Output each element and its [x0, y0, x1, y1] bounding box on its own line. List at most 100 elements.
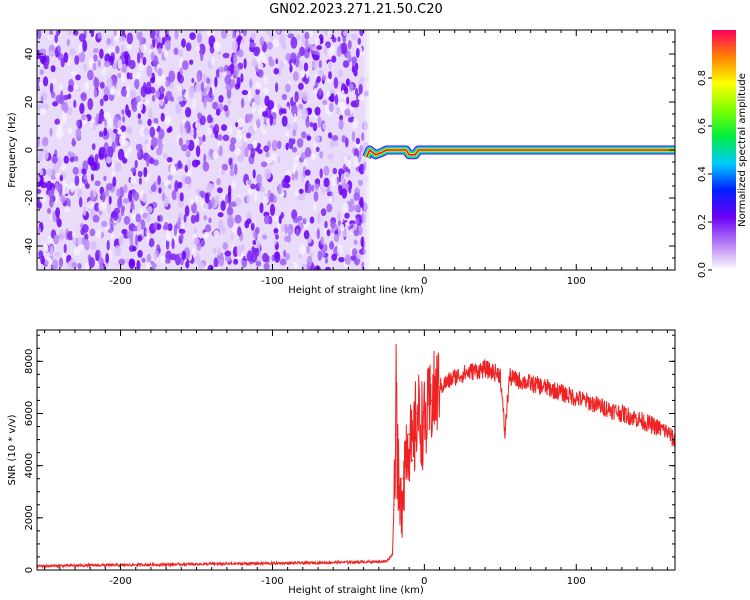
heatmap-cell [233, 258, 239, 265]
heatmap-cell [290, 36, 298, 49]
heatmap-cell [106, 37, 111, 46]
heatmap-cell [106, 183, 113, 191]
snr-y-tick-label: 0 [24, 567, 35, 573]
heatmap-cell [78, 50, 86, 63]
heatmap-cell [82, 205, 87, 216]
heatmap-cell [253, 93, 258, 100]
spectrogram-x-axis-title: Height of straight line (km) [288, 285, 424, 296]
heatmap-cell [169, 165, 177, 174]
heatmap-cell [189, 59, 194, 65]
heatmap-cell [273, 239, 277, 245]
heatmap-cell [156, 223, 162, 231]
heatmap-cell [343, 154, 348, 164]
heatmap-cell [145, 261, 152, 270]
heatmap-cell [58, 257, 64, 268]
heatmap-cell [83, 239, 90, 251]
heatmap-cell [165, 239, 170, 250]
snr-point [302, 562, 304, 564]
heatmap-cell [328, 44, 336, 57]
heatmap-cell [259, 186, 265, 193]
heatmap-cell [94, 153, 99, 163]
heatmap-cell [336, 244, 344, 256]
heatmap-cell [240, 98, 245, 109]
heatmap-cell [349, 83, 354, 92]
heatmap-cell [90, 240, 97, 251]
heatmap-cell [311, 45, 316, 52]
heatmap-cell [144, 139, 149, 145]
heatmap-cell [342, 35, 347, 43]
heatmap-cell [212, 101, 218, 110]
heatmap-cell [142, 56, 147, 66]
heatmap-cell [176, 96, 184, 102]
heatmap-cell [41, 53, 47, 66]
heatmap-cell [176, 190, 180, 202]
heatmap-cell [349, 198, 355, 205]
heatmap-cell [62, 252, 66, 262]
heatmap-cell [105, 252, 110, 264]
heatmap-cell [207, 30, 212, 37]
heatmap-cell [121, 30, 125, 35]
heatmap-cell [251, 58, 258, 67]
snr-point [396, 451, 398, 454]
heatmap-cell [306, 255, 313, 267]
heatmap-cell [224, 254, 232, 262]
heatmap-cell [196, 242, 202, 251]
heatmap-cell [113, 128, 118, 134]
heatmap-cell [237, 117, 244, 128]
heatmap-cell [266, 30, 271, 36]
spectrogram-y-tick-label: 0 [24, 147, 35, 153]
heatmap-cell [147, 205, 153, 214]
heatmap-cell [106, 77, 113, 90]
heatmap-cell [151, 94, 156, 102]
heatmap-cell [303, 62, 309, 72]
heatmap-cell [100, 147, 106, 155]
heatmap-cell [255, 226, 260, 235]
heatmap-cell [353, 192, 361, 201]
heatmap-cell [132, 73, 136, 79]
heatmap-cell [276, 30, 281, 34]
heatmap-cell [298, 188, 304, 194]
snr-point [636, 417, 638, 420]
heatmap-cell [150, 262, 157, 269]
heatmap-cell [42, 243, 49, 254]
heatmap-cell [192, 247, 196, 254]
heatmap-cell [189, 32, 196, 40]
heatmap-cell [216, 68, 220, 78]
heatmap-cell [234, 214, 242, 224]
heatmap-cell [127, 109, 131, 118]
heatmap-cell [37, 176, 41, 182]
heatmap-cell [77, 188, 83, 200]
heatmap-cell [353, 229, 360, 237]
heatmap-cell [55, 182, 59, 191]
heatmap-cell [46, 55, 50, 66]
heatmap-cell [255, 247, 260, 257]
heatmap-cell [177, 217, 182, 228]
heatmap-cell [342, 202, 349, 214]
heatmap-cell [217, 212, 224, 218]
colorbar-label: Normalized spectral amplitude [737, 73, 748, 227]
heatmap-cell [146, 65, 153, 77]
heatmap-cell [112, 212, 119, 221]
heatmap-cell [61, 163, 67, 171]
heatmap-cell [221, 124, 227, 131]
heatmap-cell [94, 180, 101, 187]
heatmap-cell [257, 62, 264, 70]
heatmap-cell [263, 145, 270, 152]
heatmap-cell [269, 192, 275, 203]
heatmap-cell [131, 100, 138, 113]
heatmap-cell [281, 93, 288, 101]
heatmap-cell [120, 207, 125, 217]
heatmap-cell [70, 71, 77, 77]
heatmap-cell [119, 134, 126, 146]
spectrogram-x-tick-label: 0 [421, 276, 427, 287]
heatmap-cell [115, 45, 120, 54]
heatmap-cell [44, 260, 49, 266]
heatmap-cell [218, 254, 225, 267]
heatmap-cell [78, 197, 83, 208]
heatmap-cell [140, 43, 147, 54]
heatmap-cell [59, 174, 63, 182]
heatmap-cell [114, 245, 122, 257]
heatmap-cell [256, 118, 261, 129]
heatmap-cell [77, 262, 82, 270]
heatmap-cell [301, 108, 308, 120]
